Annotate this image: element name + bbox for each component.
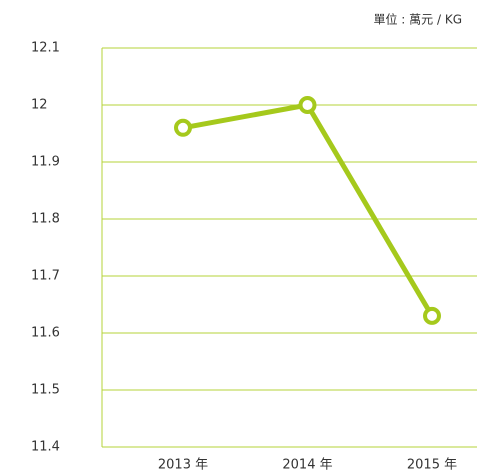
y-tick-label: 11.8 bbox=[31, 212, 60, 227]
y-tick-label: 11.9 bbox=[31, 155, 60, 170]
data-point bbox=[298, 96, 317, 114]
series-line bbox=[182, 102, 435, 318]
y-tick-label: 11.5 bbox=[31, 383, 60, 398]
y-tick-label: 11.6 bbox=[31, 326, 60, 341]
x-tick-label: 2014 年 bbox=[282, 458, 332, 473]
y-tick-label: 11.4 bbox=[31, 440, 60, 455]
x-tick-label: 2013 年 bbox=[158, 458, 208, 473]
y-tick-label: 12 bbox=[31, 98, 48, 113]
x-tick-label: 2015 年 bbox=[407, 458, 457, 473]
unit-label: 單位 : 萬元 / KG bbox=[373, 12, 462, 27]
y-tick-label: 12.1 bbox=[31, 41, 60, 56]
data-point bbox=[174, 118, 192, 137]
y-tick-label: 11.7 bbox=[31, 269, 60, 284]
data-point bbox=[423, 306, 441, 325]
